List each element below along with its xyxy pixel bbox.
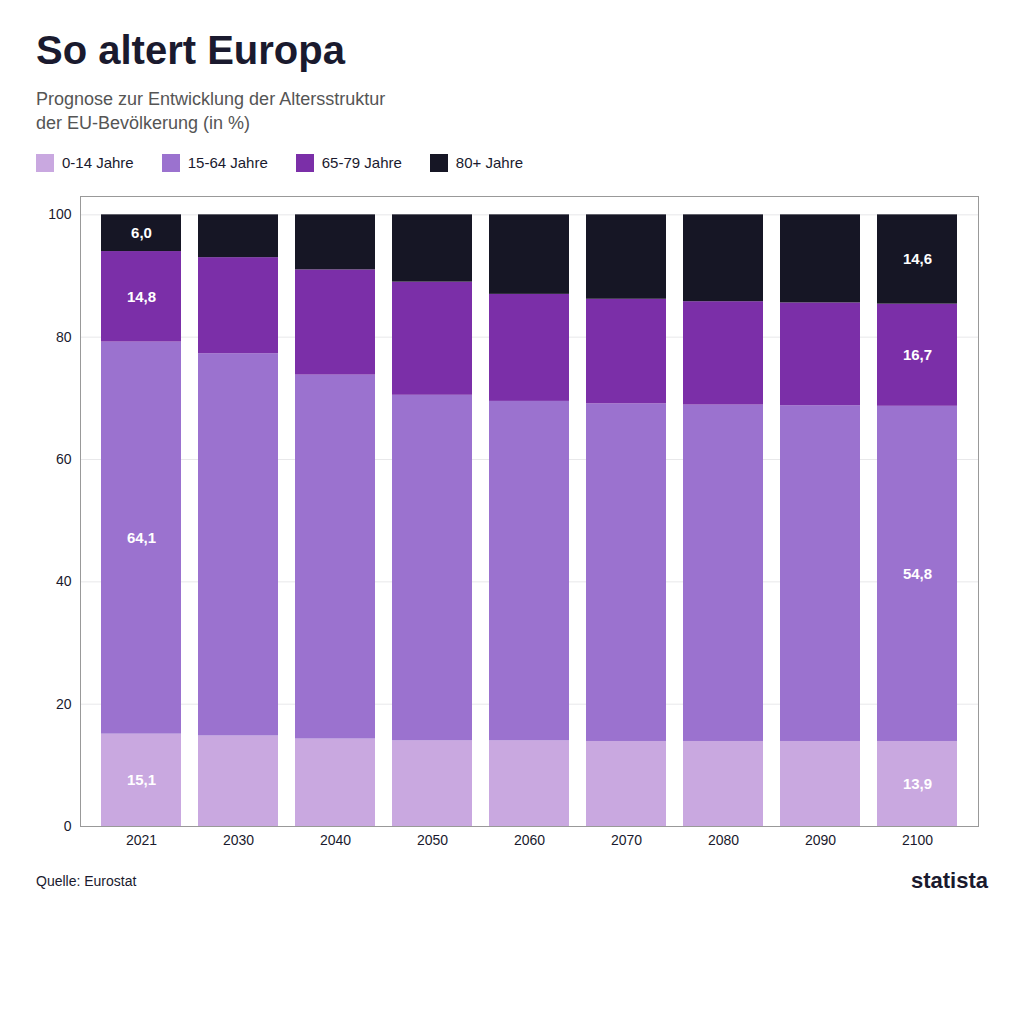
svg-text:0: 0	[64, 818, 72, 834]
svg-text:100: 100	[48, 206, 72, 222]
html-text:80+ Jahre: 80+ Jahre	[455, 154, 523, 172]
html-text:Prognose zur Entwicklung der A: Prognose zur Entwicklung der Altersstruk…	[36, 89, 386, 134]
html-text:15-64 Jahre: 15-64 Jahre	[187, 154, 268, 172]
html-text:Quelle: Eurostat: Quelle: Eurostat	[36, 872, 137, 889]
html-text:statista: statista	[911, 867, 988, 893]
svg-text:60: 60	[56, 451, 72, 467]
svg-text:80: 80	[56, 328, 72, 344]
html-text:0-14 Jahre: 0-14 Jahre	[62, 154, 134, 172]
svg-text:2090: 2090	[805, 832, 836, 848]
html-text:65-79 Jahre: 65-79 Jahre	[321, 154, 402, 172]
svg-text:2070: 2070	[611, 832, 642, 848]
svg-text:14,6: 14,6	[903, 250, 932, 267]
svg-text:2021: 2021	[126, 832, 157, 848]
svg-text:6,0: 6,0	[131, 224, 152, 241]
svg-text:2040: 2040	[320, 832, 351, 848]
html-text:So altert Europa: So altert Europa	[36, 28, 345, 72]
svg-text:2060: 2060	[514, 832, 545, 848]
svg-text:2080: 2080	[708, 832, 739, 848]
svg-text:54,8: 54,8	[903, 564, 932, 581]
svg-text:2050: 2050	[417, 832, 448, 848]
svg-text:16,7: 16,7	[903, 346, 932, 363]
svg-text:2030: 2030	[223, 832, 254, 848]
svg-text:13,9: 13,9	[903, 774, 932, 791]
svg-text:2100: 2100	[902, 832, 933, 848]
svg-text:64,1: 64,1	[127, 529, 156, 546]
svg-text:20: 20	[56, 695, 72, 711]
svg-text:40: 40	[56, 573, 72, 589]
svg-text:14,8: 14,8	[127, 287, 156, 304]
svg-text:15,1: 15,1	[127, 771, 156, 788]
